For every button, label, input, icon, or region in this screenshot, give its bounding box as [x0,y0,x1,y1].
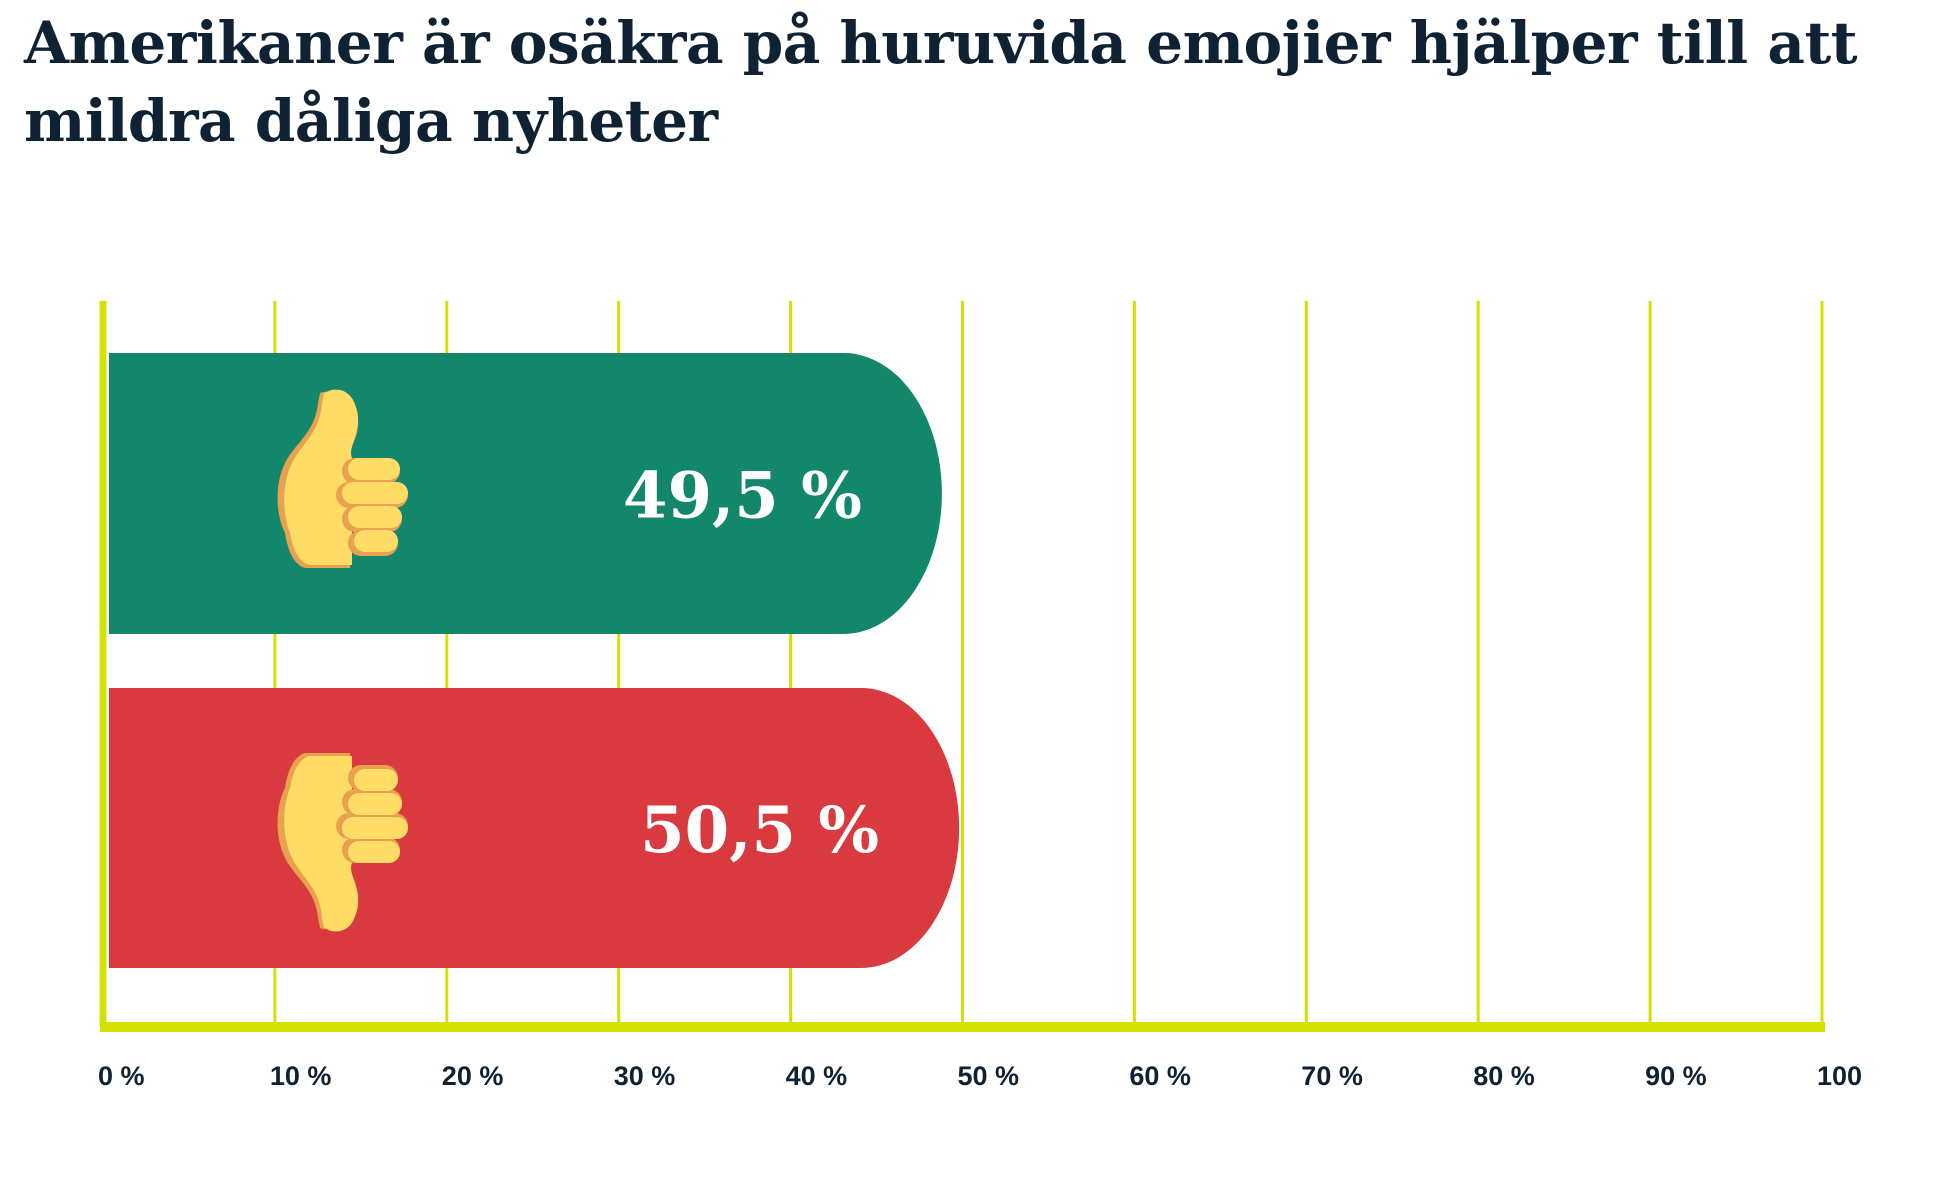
x-tick-label: 20 % [442,1061,504,1091]
bar-group-thumbs-down: 50,5 % [109,688,960,968]
bars: 49,5 % 50,5 % [109,353,960,968]
bar-value-label: 50,5 % [640,793,879,868]
x-tick-label: 40 % [786,1061,848,1091]
x-tick-label: 50 % [958,1061,1020,1091]
bar-group-thumbs-up: 49,5 % [109,353,942,634]
x-axis-line [100,1022,1825,1032]
x-tick-label: 90 % [1645,1061,1707,1091]
x-tick-label: 100 [1817,1061,1862,1091]
x-tick-label: 30 % [614,1061,676,1091]
chart-title: Amerikaner är osäkra på huruvida emojier… [24,9,1858,155]
x-tick-label: 10 % [270,1061,332,1091]
x-tick-label: 0 % [98,1061,145,1091]
bar-value-label: 49,5 % [623,459,862,534]
x-axis-tick-labels: 0 % 10 % 20 % 30 % 40 % 50 % 60 % 70 % 80 % 90 % 1… [98,1061,1862,1091]
x-tick-label: 80 % [1473,1061,1535,1091]
x-tick-label: 60 % [1129,1061,1191,1091]
x-tick-label: 70 % [1301,1061,1363,1091]
